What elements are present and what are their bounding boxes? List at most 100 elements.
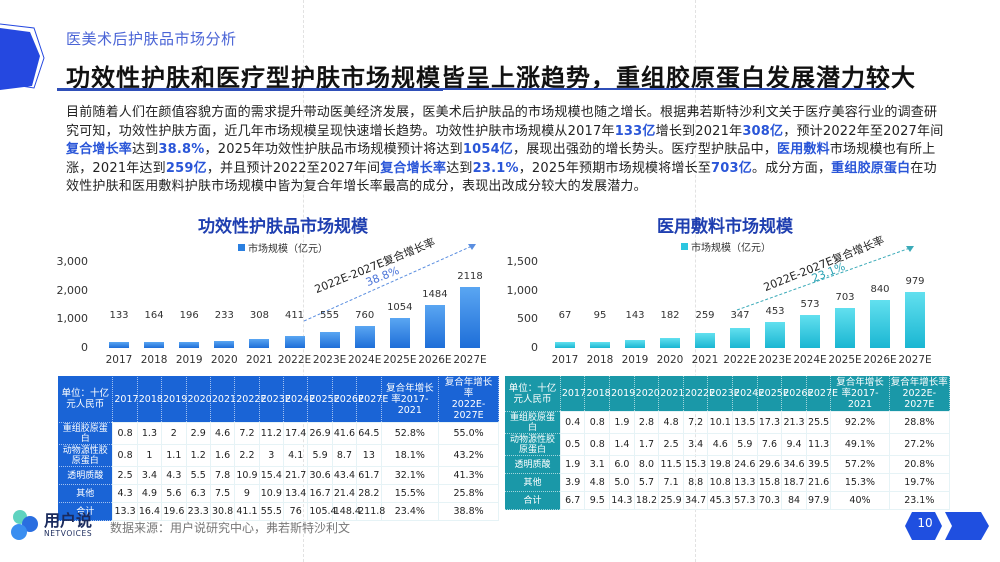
- legend-label: 市场规模（亿元）: [691, 243, 771, 254]
- year-header: 2021: [209, 375, 236, 423]
- x-axis-tick: 2024E: [348, 354, 382, 366]
- row-header-line: 重组胶原蛋: [62, 423, 108, 434]
- paragraph-text: ，预计2022年至2027年间: [783, 123, 944, 139]
- year-header: 2019: [609, 375, 635, 412]
- bar: [389, 317, 410, 348]
- table-cell: 21.3: [781, 411, 807, 434]
- legend-label: 市场规模（亿元）: [248, 244, 328, 255]
- table-cell: 18.2: [633, 491, 660, 510]
- table-cell: 30.6: [307, 466, 333, 485]
- table-cell: 15.3: [682, 455, 709, 474]
- table-cell: 4.6: [209, 422, 236, 445]
- table-cell: 1.4: [609, 433, 635, 456]
- row-header: 重组胶原蛋白: [56, 422, 114, 445]
- bar-value-label: 411: [284, 310, 305, 321]
- table-cell: 43.4: [331, 466, 358, 485]
- highlight-text: 308亿: [742, 123, 784, 139]
- cagr-trend-arrow-icon: [736, 246, 914, 311]
- header-line: 复合年增长率: [890, 377, 948, 388]
- table-cell: 41.6: [331, 422, 358, 445]
- unit-line: 元人民币: [513, 393, 552, 405]
- table-row: 合计 13.3 16.4 19.6 23.3 30.8 41.1 55.5 76 105.4 148…: [56, 502, 499, 521]
- table-cell: 64.5: [356, 422, 382, 445]
- table-cell: 148.4: [331, 502, 361, 521]
- row-header-line: 合计: [523, 495, 542, 506]
- x-axis-tick: 2025E: [828, 354, 862, 366]
- y-axis-tick: 3,000: [56, 255, 89, 268]
- bar: [730, 328, 750, 348]
- table-cell: 11.5: [658, 455, 684, 474]
- section-label: 医美术后护肤品市场分析: [66, 30, 237, 48]
- paragraph-text: ，2025年预期市场规模将增长至: [518, 160, 712, 176]
- paragraph-text: 增长到2021年: [655, 123, 743, 139]
- bar-value-label: 573: [800, 299, 820, 311]
- highlight-text: 重组胶原蛋白: [831, 160, 911, 176]
- efficacy-skincare-market-chart: 功效性护肤品市场规模 市场规模（亿元） 0 1,000 2,000 3,000 133 2…: [57, 205, 500, 370]
- table-row: 重组胶原蛋白 0.8 1.3 2 2.9 4.6 7.2 11.2 17.4 26.9 41.6 64…: [56, 422, 499, 445]
- bar-value-label: 555: [320, 310, 340, 321]
- bar-value-label: 164: [144, 310, 164, 321]
- title-underline: [443, 88, 886, 90]
- bar: [835, 307, 855, 348]
- table-cell: 57.3: [732, 491, 758, 510]
- year-header: 2026E: [781, 375, 813, 412]
- table-cell: 84: [781, 491, 807, 510]
- table-cell: 20.8%: [888, 455, 951, 474]
- chart-legend: 市场规模（亿元）: [681, 239, 771, 254]
- bar-value-label: 347: [730, 310, 750, 321]
- table-cell: 29.6: [756, 455, 783, 474]
- table-cell: 39.5: [805, 455, 832, 474]
- table-cell: 76: [283, 502, 309, 521]
- cagr-trend-arrow-icon: [303, 244, 476, 322]
- cagr-2017-2021-header: 复合年增长 率2017- 2021: [380, 375, 440, 423]
- chart-legend: 市场规模（亿元）: [238, 240, 328, 255]
- bar: [284, 336, 305, 348]
- table-cell: 5.5: [185, 466, 211, 485]
- table-cell: 23.3: [185, 502, 211, 521]
- chart-title: 功效性护肤品市场规模: [198, 217, 368, 237]
- table-cell: 34.7: [682, 491, 709, 510]
- table-cell: 211.8: [356, 502, 385, 521]
- table-cell: 4.8: [658, 411, 684, 434]
- bar-value-label: 133: [109, 310, 129, 321]
- unit-line: 单位：十亿: [508, 382, 557, 394]
- table-cell: 25.8%: [438, 484, 499, 503]
- row-header-line: 其他: [523, 477, 542, 488]
- x-axis-tick: 2023E: [758, 354, 792, 366]
- table-cell: 4.6: [707, 433, 734, 456]
- table-cell: 0.8: [112, 444, 138, 467]
- table-cell: 13.5: [732, 411, 758, 434]
- row-header: 合计: [504, 491, 561, 510]
- table-cell: 2.5: [112, 466, 138, 485]
- bar: [109, 342, 129, 348]
- table-row: 其他 3.9 4.8 5.0 5.7 7.1 8.8 10.8 13.3 15.8 18.7 21.6…: [504, 473, 951, 492]
- bar: [424, 305, 445, 348]
- cagr-2022-2027-header: 复合年增长率 2022E-2027E: [438, 375, 499, 423]
- unit-line: 单位：十亿: [61, 388, 109, 399]
- table-cell: 1.1: [161, 444, 187, 467]
- table-cell: 26.9: [307, 422, 333, 445]
- table-row: 其他 4.3 4.9 5.6 6.3 7.5 9 10.9 13.4 16.7 21.4 28.2 15…: [56, 484, 499, 503]
- x-axis-tick: 2020: [656, 354, 684, 366]
- table-cell: 2.9: [185, 422, 211, 445]
- table-cell: 24.6: [732, 455, 758, 474]
- table-cell: 17.3: [756, 411, 783, 434]
- table-cell: 70.3: [756, 491, 783, 510]
- unit-header: 单位：十亿 元人民币: [56, 375, 114, 423]
- table-cell: 3.4: [136, 466, 163, 485]
- table-cell: 7.2: [682, 411, 709, 434]
- x-axis-tick: 2021: [246, 354, 273, 366]
- table-cell: 49.1%: [830, 433, 890, 456]
- unit-header: 单位：十亿 元人民币: [504, 375, 561, 412]
- table-cell: 5.7: [633, 473, 660, 492]
- table-cell: 13.3: [732, 473, 758, 492]
- table-cell: 25.9: [658, 491, 684, 510]
- header-line: 率2017-: [391, 393, 429, 405]
- table-cell: 7.5: [209, 484, 236, 503]
- table-cell: 19.7%: [888, 473, 951, 492]
- table-cell: 4.8: [584, 473, 611, 492]
- table-cell: 1: [136, 444, 163, 467]
- medical-dressing-market-chart: 医用敷料市场规模 市场规模（亿元） 0 500 1,000 1,500 67 2017 95…: [505, 205, 950, 370]
- table-cell: 3: [258, 444, 285, 467]
- table-cell: 0.8: [584, 411, 611, 434]
